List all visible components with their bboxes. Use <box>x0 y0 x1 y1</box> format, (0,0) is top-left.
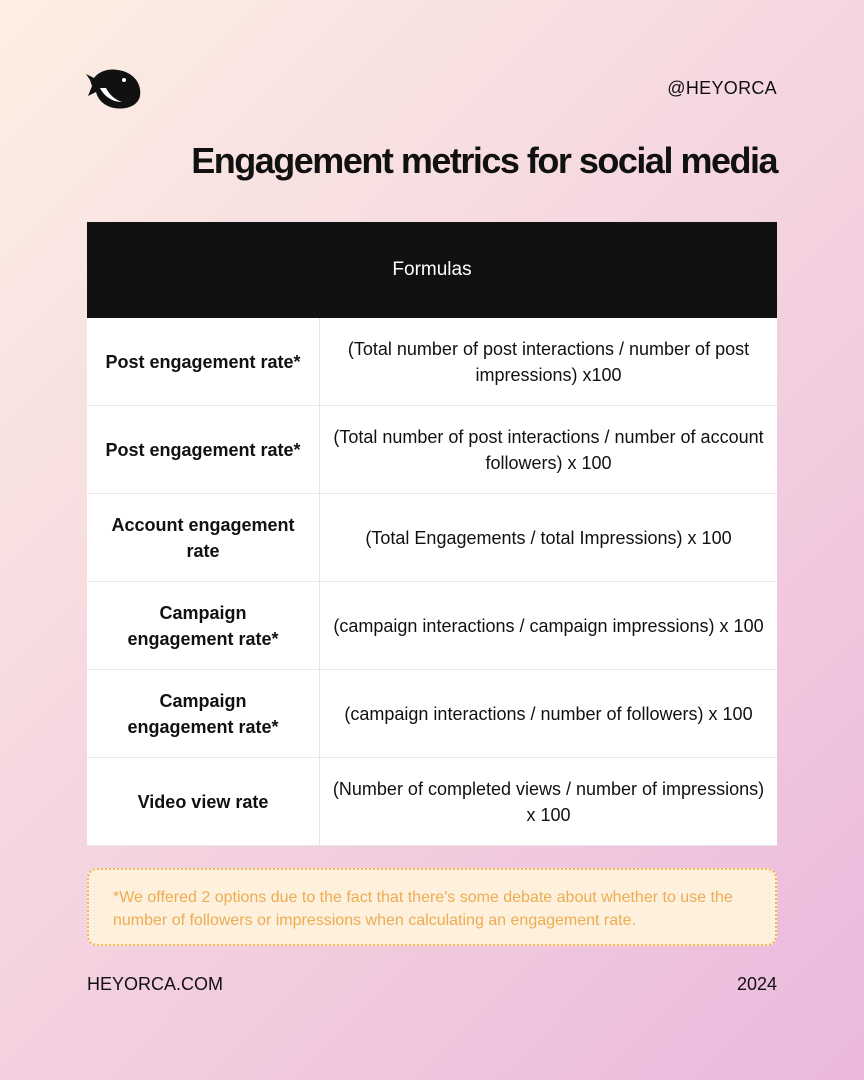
table-row: Post engagement rate* (Total number of po… <box>87 406 777 494</box>
table-body: Post engagement rate* (Total number of po… <box>87 318 777 846</box>
table-row: Campaign engagement rate* (campaign inter… <box>87 582 777 670</box>
table-row: Account engagement rate (Total Engagement… <box>87 494 777 582</box>
metric-name: Campaign engagement rate* <box>87 582 320 669</box>
year: 2024 <box>736 974 777 994</box>
orca-logo <box>86 69 141 109</box>
handle: @HEYORCA <box>667 78 777 98</box>
table-row: Post engagement rate* (Total number of po… <box>87 318 777 406</box>
formula: (Total Engagements / total Impressions) … <box>365 527 732 548</box>
formula: (Total number of post interactions / num… <box>333 426 764 473</box>
table-header: Formulas <box>87 222 777 318</box>
metric-name: Post engagement rate* <box>87 406 320 493</box>
metric-name: Video view rate <box>87 758 320 845</box>
formula: (Total number of post interactions / num… <box>347 338 750 385</box>
formula: (campaign interactions / campaign impres… <box>333 615 764 636</box>
table: Formulas Post engagement rate* (Total num… <box>87 222 777 846</box>
title: Engagement metrics for social media <box>191 140 778 181</box>
table-row: Video view rate (Number of completed view… <box>87 758 777 846</box>
formula: (campaign interactions / number of follo… <box>344 703 753 724</box>
metric-name: Post engagement rate* <box>87 318 320 405</box>
footnote: *We offered 2 options due to the fact th… <box>87 868 777 946</box>
formula: (Number of completed views / number of i… <box>332 778 765 825</box>
website: HEYORCA.COM <box>87 974 224 994</box>
metric-name: Campaign engagement rate* <box>87 670 320 757</box>
metric-name: Account engagement rate <box>87 494 320 581</box>
table-row: Campaign engagement rate* (campaign inter… <box>87 670 777 758</box>
